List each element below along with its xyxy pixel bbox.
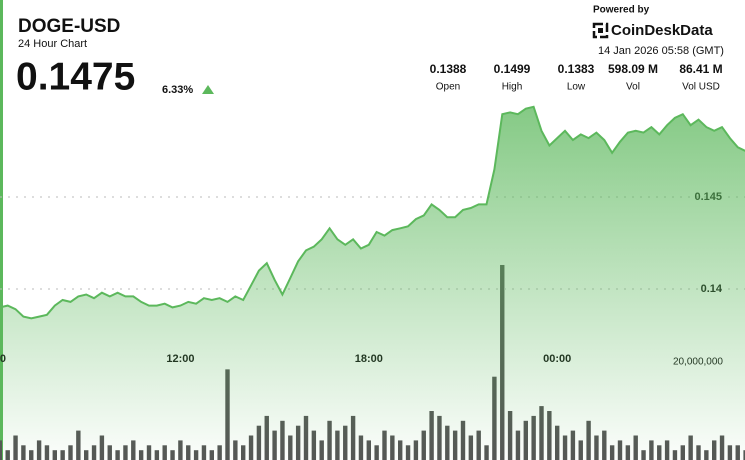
price: 0.1475 xyxy=(16,55,135,98)
up-arrow xyxy=(202,85,214,94)
brand-logo xyxy=(592,22,609,39)
price-area xyxy=(0,106,745,460)
subtitle: 24 Hour Chart xyxy=(18,38,87,50)
stat-value: 0.1499 xyxy=(494,62,531,76)
stat-label: High xyxy=(502,82,523,93)
timestamp: 14 Jan 2026 05:58 (GMT) xyxy=(598,45,724,57)
stat-label: Vol USD xyxy=(682,82,720,93)
plot-layer: 20,000,0000.140.14506:0012:0018:0000:00 xyxy=(0,105,745,460)
change: 6.33% xyxy=(162,84,193,96)
accent-border xyxy=(0,0,3,460)
stat-label: Vol xyxy=(626,82,640,93)
price-line xyxy=(0,105,745,320)
stat-value: 0.1383 xyxy=(558,62,595,76)
symbol: DOGE-USD xyxy=(18,16,120,37)
stats: 0.1388 Open 0.1499 High 0.1383 Low 598.09 M Vol… xyxy=(430,62,723,92)
brand: CoinDeskData xyxy=(611,22,713,39)
stat-value: 0.1388 xyxy=(430,62,467,76)
stat-label: Open xyxy=(436,82,460,93)
stat-value: 86.41 M xyxy=(679,62,722,76)
powered-by: Powered by xyxy=(593,5,650,16)
stat-label: Low xyxy=(567,82,586,93)
stat-value: 598.09 M xyxy=(608,62,658,76)
